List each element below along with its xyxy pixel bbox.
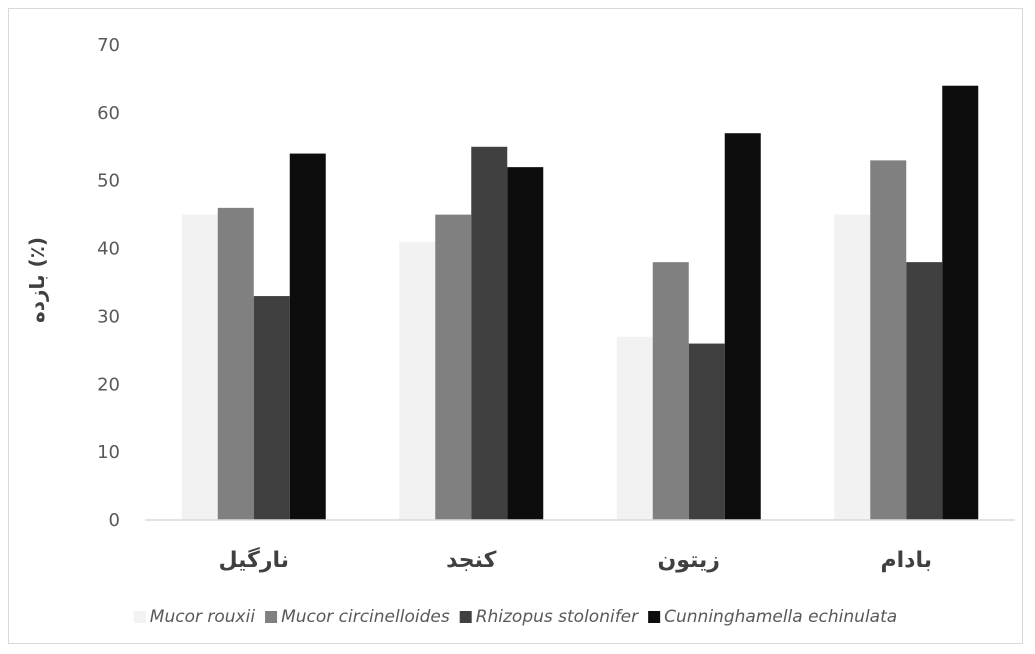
y-tick-label: 30 [97, 306, 120, 327]
bar [471, 146, 508, 521]
legend-item: Mucor rouxii [133, 607, 256, 627]
bar [688, 343, 725, 520]
legend-swatch [133, 611, 146, 623]
legend-label: Mucor rouxii [150, 607, 256, 627]
bars [181, 85, 979, 521]
legend-label: Rhizopus stolonifer [476, 607, 639, 627]
bar [181, 214, 218, 520]
bar [834, 214, 871, 520]
y-axis-title: بازده (٪) [25, 237, 49, 323]
bar [435, 214, 472, 520]
y-tick-label: 10 [97, 442, 120, 463]
bar [289, 153, 326, 521]
y-tick-label: 0 [109, 510, 120, 531]
y-tick-labels: 0 10 20 30 40 50 60 70 [97, 35, 120, 531]
legend-swatch [265, 611, 278, 623]
bar [906, 262, 943, 520]
bar [870, 160, 907, 520]
bar [217, 207, 254, 520]
y-tick-label: 60 [97, 103, 120, 124]
y-tick-label: 40 [97, 239, 120, 260]
category-label: بادام [881, 548, 932, 573]
bar [253, 296, 290, 520]
category-label: زیتون [658, 548, 720, 573]
bar [616, 336, 653, 520]
legend-item: Rhizopus stolonifer [459, 607, 639, 627]
bar [942, 85, 979, 520]
bar [652, 262, 689, 520]
y-tick-label: 70 [97, 35, 120, 56]
legend-item: Mucor circinelloides [265, 607, 450, 627]
bar [507, 167, 544, 520]
legend-item: Cunninghamella echinulata [648, 607, 897, 627]
legend-label: Mucor circinelloides [281, 607, 450, 627]
category-label: کنجد [446, 548, 497, 573]
category-labels: نارگیل کنجد زیتون بادام [218, 546, 932, 573]
bar [399, 241, 436, 521]
legend: Mucor rouxii Mucor circinelloides Rhizopus… [133, 607, 897, 627]
legend-label: Cunninghamella echinulata [664, 607, 897, 627]
y-tick-label: 20 [97, 374, 120, 395]
legend-swatch [648, 611, 661, 623]
legend-swatch [459, 611, 472, 623]
category-label: نارگیل [218, 546, 289, 573]
y-tick-label: 50 [97, 171, 120, 192]
bar [724, 133, 761, 520]
